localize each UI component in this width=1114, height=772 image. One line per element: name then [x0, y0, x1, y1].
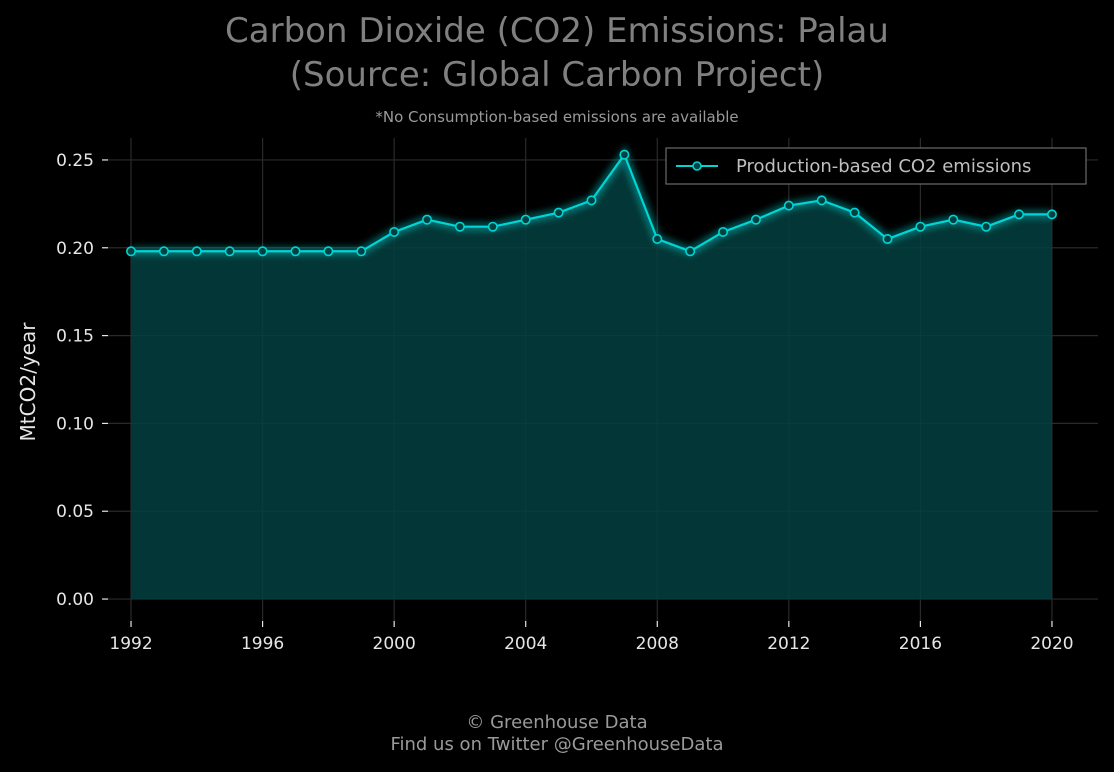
y-tick-label: 0.05	[56, 502, 94, 522]
data-point-2015	[882, 233, 893, 244]
chart-subtitle: *No Consumption-based emissions are avai…	[375, 108, 739, 126]
x-tick-label: 2012	[767, 634, 810, 654]
x-tick-label: 2008	[636, 634, 679, 654]
y-tick-label: 0.25	[56, 151, 94, 171]
axes: 1992 1996 2000 2004 2008 2012 2016 2020 0.00 0.05…	[56, 151, 1073, 654]
x-tick-label: 1996	[241, 634, 284, 654]
data-point-2003	[487, 221, 498, 232]
y-tick-label: 0.10	[56, 414, 94, 434]
data-point-2004	[520, 214, 531, 225]
data-point-2014	[849, 207, 860, 218]
data-point-1994	[191, 246, 202, 257]
area-polygon	[131, 154, 1052, 600]
area-fill	[131, 154, 1052, 600]
legend: Production-based CO2 emissions	[665, 147, 1087, 185]
data-point-1992	[126, 246, 137, 257]
data-point-1995	[224, 246, 235, 257]
data-point-2000	[389, 226, 400, 237]
x-tick-label: 2004	[504, 634, 547, 654]
y-tick-label: 0.00	[56, 590, 94, 610]
data-point-2019	[1014, 209, 1025, 220]
data-point-2009	[685, 246, 696, 257]
y-tick-label: 0.15	[56, 327, 94, 347]
data-point-2012	[783, 200, 794, 211]
data-point-2017	[948, 214, 959, 225]
x-tick-label: 1992	[109, 634, 152, 654]
legend-box	[665, 147, 1087, 185]
data-point-2002	[454, 221, 465, 232]
legend-label: Production-based CO2 emissions	[736, 156, 1031, 177]
data-point-2010	[718, 226, 729, 237]
data-points	[126, 149, 1057, 257]
chart-title-line-1: Carbon Dioxide (CO2) Emissions: Palau	[225, 11, 889, 51]
data-point-1996	[257, 246, 268, 257]
data-point-2011	[750, 214, 761, 225]
footer-twitter: Find us on Twitter @GreenhouseData	[390, 734, 724, 755]
data-point-2005	[553, 207, 564, 218]
data-point-2008	[652, 233, 663, 244]
data-point-1998	[323, 246, 334, 257]
data-point-1993	[158, 246, 169, 257]
legend-marker-swatch	[692, 161, 702, 171]
data-point-2007	[619, 149, 630, 160]
x-tick-label: 2016	[899, 634, 942, 654]
data-point-2006	[586, 195, 597, 206]
footer-copyright: © Greenhouse Data	[466, 712, 648, 733]
data-point-2020	[1046, 209, 1057, 220]
x-tick-label: 2000	[373, 634, 416, 654]
y-tick-label: 0.20	[56, 239, 94, 259]
chart-title-line-2: (Source: Global Carbon Project)	[289, 55, 825, 95]
data-point-2016	[915, 221, 926, 232]
data-point-2013	[816, 195, 827, 206]
data-point-1997	[290, 246, 301, 257]
data-point-2018	[981, 221, 992, 232]
data-point-2001	[422, 214, 433, 225]
emissions-chart: 1992 1996 2000 2004 2008 2012 2016 2020 0.00 0.05…	[56, 138, 1098, 654]
x-tick-label: 2020	[1030, 634, 1073, 654]
data-point-1999	[356, 246, 367, 257]
